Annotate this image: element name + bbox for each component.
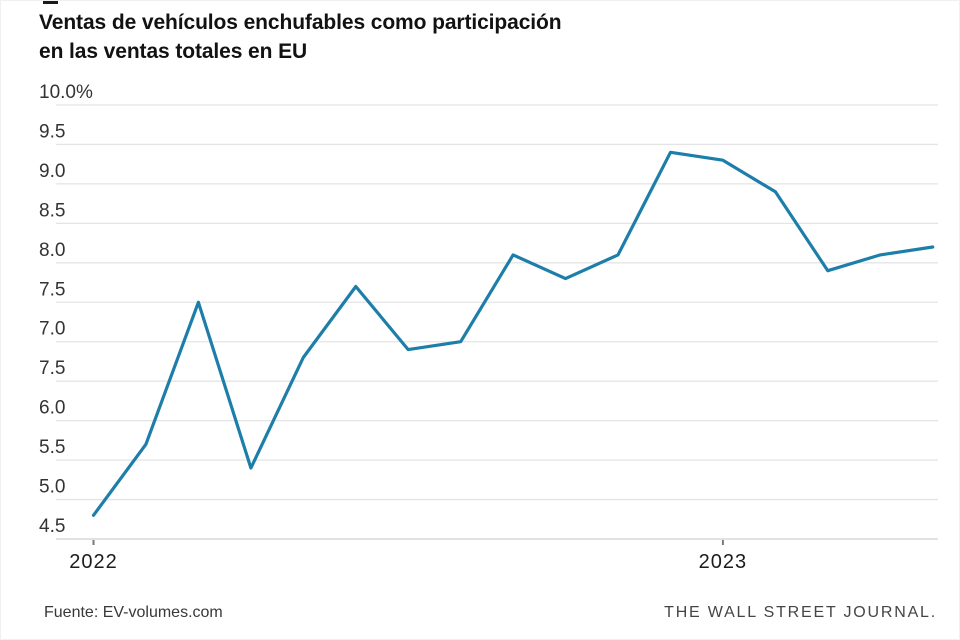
data-line-series: [91, 150, 935, 517]
source-note: Fuente: EV-volumes.com: [44, 604, 223, 621]
chart-title: Ventas de vehículos enchufables como par…: [39, 8, 799, 66]
data-line-layer: [91, 150, 935, 517]
y-axis-label: 9.0: [39, 161, 65, 182]
chart-title-line-2: en las ventas totales en EU: [39, 40, 308, 63]
y-axis-label: 5.0: [39, 477, 65, 498]
gridlines-layer: [56, 104, 938, 540]
y-axis-label: 7.5: [39, 279, 65, 300]
y-axis-label: 7.5: [39, 358, 65, 379]
y-axis-label: 7.0: [39, 319, 65, 340]
top-edge-mark: [43, 1, 58, 4]
x-axis-label: 2023: [699, 551, 748, 573]
publisher-credit: THE WALL STREET JOURNAL.: [664, 604, 937, 621]
x-axis-label: 2022: [69, 551, 118, 573]
axis-layer: 10.0%9.59.08.58.07.57.07.56.05.55.04.520…: [39, 82, 748, 573]
y-axis-label: 8.5: [39, 200, 65, 221]
y-axis-label: 4.5: [39, 516, 65, 537]
y-axis-label: 5.5: [39, 437, 65, 458]
y-axis-label: 10.0%: [39, 82, 93, 103]
y-axis-label: 6.0: [39, 398, 65, 419]
chart-title-line-1: Ventas de vehículos enchufables como par…: [39, 11, 562, 34]
y-axis-label: 9.5: [39, 121, 65, 142]
y-axis-label: 8.0: [39, 240, 65, 261]
